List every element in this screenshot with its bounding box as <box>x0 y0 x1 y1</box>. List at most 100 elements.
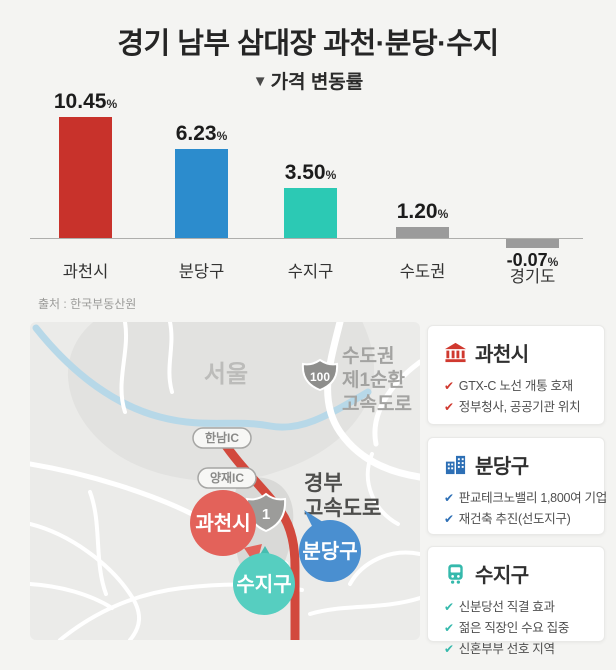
bar-value-unit: % <box>547 255 559 269</box>
check-icon: ✔ <box>444 642 454 656</box>
bar-group: 1.20% 수도권 <box>396 0 449 320</box>
card: 과천시 ✔ GTX-C 노선 개통 호재 ✔ 정부청사, 공공기관 위치 <box>427 325 605 425</box>
bar-value-unit: % <box>437 207 449 221</box>
card-bullet-text: 재건축 추진(선도지구) <box>458 512 571 526</box>
bar-value-number: 6.23 <box>175 122 217 145</box>
seoul-region <box>67 322 375 482</box>
bank-icon <box>444 342 467 363</box>
card-header: 과천시 <box>444 338 590 367</box>
bar-value-number: -0.07 <box>506 250 548 270</box>
han-river <box>32 324 372 431</box>
bar-category-label: 수도권 <box>399 263 446 281</box>
card-bullet-text: 신혼부부 선호 지역 <box>458 642 555 656</box>
route-shield-1-icon: 1 <box>245 492 287 533</box>
bar-group: -0.07% 경기도 <box>506 0 559 320</box>
card-bullets: ✔ 신분당선 직결 효과 ✔ 젊은 직장인 수요 집중 ✔ 신혼부부 선호 지역 <box>444 597 590 660</box>
bar <box>506 239 559 248</box>
bar <box>59 117 112 238</box>
chart-subtitle-label: 가격 변동률 <box>270 72 364 93</box>
svg-text:분당구: 분당구 <box>302 540 357 563</box>
bar-category-label: 과천시 <box>62 263 109 281</box>
marker-suji: 수지구 <box>233 546 295 615</box>
ring-road-label: 수도권 제1순환 고속도로 <box>342 345 412 415</box>
card-bullets: ✔ 판교테크노밸리 1,800여 기업 ✔ 재건축 추진(선도지구) <box>444 488 607 530</box>
bar-value-unit: % <box>106 97 118 111</box>
bar-value-number: 10.45 <box>53 90 107 113</box>
page-title-regular: 경기 남부 삼대장 <box>117 28 316 60</box>
bar-value-number: 1.20 <box>396 200 438 223</box>
svg-text:수도권: 수도권 <box>342 345 394 367</box>
region-map: 서울 100 수도권 제1순환 고속도로 한남IC 양재IC <box>30 322 420 640</box>
chart-baseline <box>30 238 583 239</box>
svg-text:한남IC: 한남IC <box>205 430 239 445</box>
bar-value-unit: % <box>325 168 337 182</box>
svg-text:고속도로: 고속도로 <box>304 497 381 520</box>
card-header: 수지구 <box>444 559 590 588</box>
marker-bundang: 분당구 <box>299 510 361 582</box>
card-header: 분당구 <box>444 450 590 479</box>
svg-text:100: 100 <box>310 370 330 384</box>
card-bullet: ✔ 정부청사, 공공기관 위치 <box>444 397 590 418</box>
down-triangle-icon: ▼ <box>252 73 268 90</box>
card-bullets: ✔ GTX-C 노선 개통 호재 ✔ 정부청사, 공공기관 위치 <box>444 376 590 418</box>
svg-text:고속도로: 고속도로 <box>342 393 412 415</box>
card-title: 과천시 <box>475 344 529 366</box>
svg-text:과천시: 과천시 <box>195 512 250 535</box>
bar-value-label: 3.50% <box>254 161 367 185</box>
card-bullet: ✔ GTX-C 노선 개통 호재 <box>444 376 590 397</box>
page-title-bold: 과천·분당·수지 <box>323 28 499 60</box>
bar-value-label: 10.45% <box>29 90 142 114</box>
bar-value-label: -0.07% <box>476 250 589 271</box>
card-bullet-text: 신분당선 직결 효과 <box>458 600 555 614</box>
card-bullet: ✔ 젊은 직장인 수요 집중 <box>444 618 590 639</box>
bar-value-unit: % <box>216 129 228 143</box>
source-note: 출처 : 한국부동산원 <box>38 297 137 311</box>
seoul-label: 서울 <box>204 361 248 388</box>
hannam-ic-badge: 한남IC <box>192 427 252 449</box>
bar-category-label: 수지구 <box>287 263 334 281</box>
card: 분당구 ✔ 판교테크노밸리 1,800여 기업 ✔ 재건축 추진(선도지구) <box>427 437 607 535</box>
bar-group: 10.45% 과천시 <box>54 0 117 320</box>
route-shield-100-icon: 100 <box>301 358 339 392</box>
marker-gwacheon: 과천시 <box>190 490 262 566</box>
bar <box>175 149 228 238</box>
check-icon: ✔ <box>444 621 454 635</box>
bar <box>284 188 337 238</box>
card: 수지구 ✔ 신분당선 직결 효과 ✔ 젊은 직장인 수요 집중 ✔ 신혼부부 선호 지역 <box>427 546 605 656</box>
card-bullet: ✔ 신혼부부 선호 지역 <box>444 639 590 660</box>
card-bullet-text: 판교테크노밸리 1,800여 기업 <box>458 491 607 505</box>
bar-category-label: 분당구 <box>178 263 225 281</box>
map-canvas: 서울 100 수도권 제1순환 고속도로 한남IC 양재IC <box>30 322 420 640</box>
check-icon: ✔ <box>444 400 454 414</box>
bar-chart: 10.45% 과천시 6.23% 분당구 3.50% 수지구 1.20% 수도권 -0.07% 경… <box>0 0 616 320</box>
svg-text:1: 1 <box>262 506 270 523</box>
gyeongbu-expressway-label: 경부 고속도로 <box>304 472 381 520</box>
bar <box>396 227 449 238</box>
yangjae-ic-badge: 양재IC <box>197 467 257 489</box>
check-icon: ✔ <box>444 600 454 614</box>
card-bullet: ✔ 재건축 추진(선도지구) <box>444 509 590 530</box>
card-bullet: ✔ 신분당선 직결 효과 <box>444 597 590 618</box>
svg-text:양재IC: 양재IC <box>210 470 244 485</box>
minor-roads <box>30 322 420 640</box>
buildings-icon <box>445 455 466 475</box>
card-title: 분당구 <box>475 456 529 478</box>
svg-text:경부: 경부 <box>304 472 343 495</box>
card-bullet-text: GTX-C 노선 개통 호재 <box>458 379 573 393</box>
bar-category-label: 경기도 <box>509 268 556 286</box>
check-icon: ✔ <box>444 491 454 505</box>
bar-group: 6.23% 분당구 <box>175 0 228 320</box>
bar-group: 3.50% 수지구 <box>284 0 337 320</box>
check-icon: ✔ <box>444 379 454 393</box>
train-icon <box>448 564 463 584</box>
svg-text:제1순환: 제1순환 <box>342 369 406 391</box>
page-title: 경기 남부 삼대장 과천·분당·수지 <box>0 20 616 62</box>
bar-value-number: 3.50 <box>284 161 326 184</box>
bar-value-label: 1.20% <box>366 200 479 224</box>
bar-value-label: 6.23% <box>145 122 258 146</box>
card-bullet: ✔ 판교테크노밸리 1,800여 기업 <box>444 488 607 509</box>
check-icon: ✔ <box>444 512 454 526</box>
chart-subtitle: ▼ 가격 변동률 <box>0 67 616 94</box>
svg-text:수지구: 수지구 <box>236 573 291 596</box>
